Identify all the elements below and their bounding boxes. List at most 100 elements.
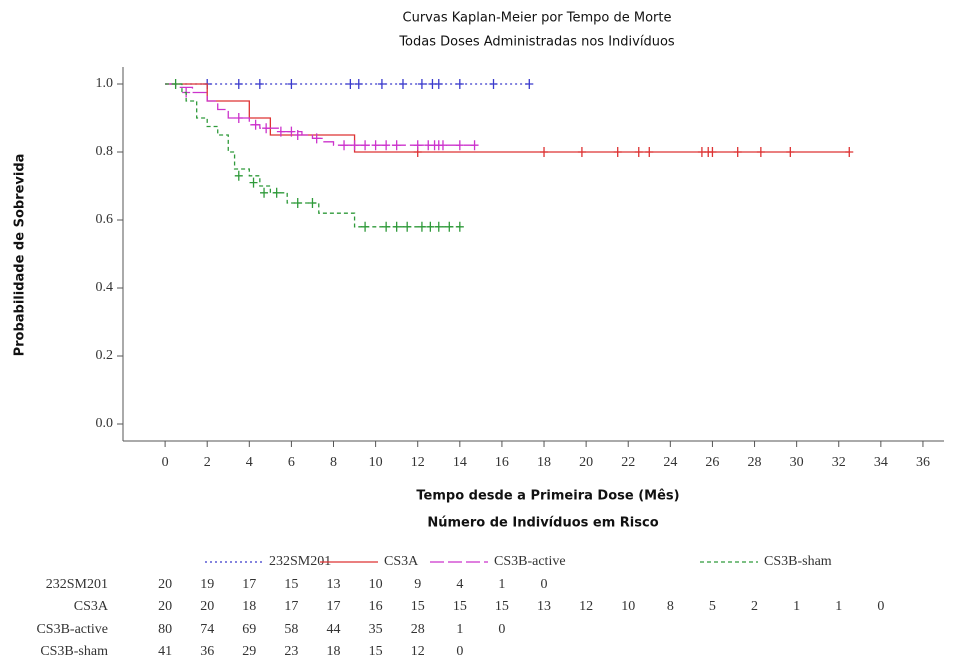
x-tick-label: 4 [246, 455, 253, 470]
censor-mark [361, 221, 370, 232]
risk-count: 1 [498, 577, 505, 592]
censor-mark [251, 119, 260, 130]
risk-count: 23 [284, 644, 298, 659]
censor-mark [287, 79, 296, 89]
risk-count: 5 [709, 599, 716, 614]
y-tick-label: 0.2 [96, 348, 114, 363]
risk-count: 74 [200, 622, 214, 637]
censor-mark [417, 79, 426, 89]
censor-mark [434, 79, 443, 89]
risk-row-label: CS3A [74, 599, 109, 614]
risk-count: 69 [242, 622, 256, 637]
risk-count: 80 [158, 622, 172, 637]
x-tick-label: 26 [705, 455, 719, 470]
risk-count: 15 [495, 599, 509, 614]
y-tick-label: 0.4 [96, 280, 114, 295]
x-tick-label: 0 [162, 455, 169, 470]
y-axis-label: Probabilidade de Sobrevida [13, 154, 28, 357]
censor-mark [645, 147, 654, 157]
censor-mark [445, 221, 454, 232]
censor-mark [577, 147, 586, 157]
x-axis-label: Tempo desde a Primeira Dose (Mês) [416, 489, 679, 504]
risk-count: 17 [327, 599, 341, 614]
risk-count: 0 [541, 577, 548, 592]
risk-row-label: CS3B-active [36, 622, 108, 637]
x-tick-label: 36 [916, 455, 930, 470]
risk-count: 36 [200, 644, 214, 659]
risk-count: 15 [453, 599, 467, 614]
censor-mark [340, 140, 349, 151]
risk-count: 15 [411, 599, 425, 614]
censor-mark [438, 140, 447, 151]
risk-count: 1 [793, 599, 800, 614]
x-tick-label: 28 [748, 455, 762, 470]
risk-count: 18 [327, 644, 341, 659]
censor-mark [613, 147, 622, 157]
censor-mark [260, 187, 269, 198]
x-tick-label: 32 [832, 455, 846, 470]
x-tick-label: 6 [288, 455, 295, 470]
x-tick-label: 22 [621, 455, 635, 470]
risk-count: 35 [369, 622, 383, 637]
y-tick-label: 0.6 [96, 212, 114, 227]
censor-mark [171, 79, 180, 89]
risk-count: 0 [498, 622, 505, 637]
x-tick-label: 12 [411, 455, 425, 470]
censor-mark [455, 140, 464, 151]
censor-mark [392, 140, 401, 151]
risk-count: 13 [327, 577, 341, 592]
censor-mark [361, 140, 370, 151]
censor-mark [308, 198, 317, 208]
risk-count: 18 [242, 599, 256, 614]
risk-count: 0 [877, 599, 884, 614]
risk-row-label: CS3B-sham [40, 644, 108, 659]
censor-mark [455, 79, 464, 89]
censor-mark [470, 140, 479, 151]
legend-label: CS3B-active [494, 554, 566, 569]
chart-title: Curvas Kaplan-Meier por Tempo de Morte [403, 11, 672, 26]
risk-count: 15 [284, 577, 298, 592]
censor-mark [276, 126, 285, 137]
risk-count: 17 [284, 599, 298, 614]
risk-count: 44 [327, 622, 341, 637]
risk-count: 20 [158, 599, 172, 614]
censor-mark [346, 79, 355, 89]
censor-mark [293, 198, 302, 208]
censor-mark [417, 221, 426, 232]
censor-mark [312, 133, 321, 144]
censor-mark [350, 140, 359, 151]
censor-mark [371, 140, 380, 151]
censor-mark [272, 187, 281, 198]
risk-count: 4 [456, 577, 463, 592]
x-tick-label: 16 [495, 455, 509, 470]
censor-mark [525, 79, 534, 89]
censor-mark [489, 79, 498, 89]
censor-mark [377, 79, 386, 89]
risk-count: 0 [456, 644, 463, 659]
x-tick-label: 10 [369, 455, 383, 470]
risk-count: 2 [751, 599, 758, 614]
legend-label: CS3A [384, 554, 419, 569]
risk-count: 19 [200, 577, 214, 592]
risk-count: 20 [200, 599, 214, 614]
x-tick-label: 18 [537, 455, 551, 470]
risk-count: 17 [242, 577, 256, 592]
censor-mark [845, 147, 854, 157]
x-tick-label: 30 [790, 455, 804, 470]
censor-mark [234, 113, 243, 123]
censor-mark [756, 147, 765, 157]
risk-count: 15 [369, 644, 383, 659]
censor-mark [413, 140, 422, 151]
censor-mark [540, 147, 549, 157]
risk-count: 13 [537, 599, 551, 614]
risk-count: 12 [411, 644, 425, 659]
x-tick-label: 24 [663, 455, 677, 470]
x-tick-label: 2 [204, 455, 211, 470]
x-tick-label: 34 [874, 455, 888, 470]
risk-count: 29 [242, 644, 256, 659]
censor-mark [786, 147, 795, 157]
censor-mark [708, 147, 717, 157]
risk-count: 58 [284, 622, 298, 637]
censor-mark [634, 147, 643, 157]
survival-curve [165, 83, 475, 146]
